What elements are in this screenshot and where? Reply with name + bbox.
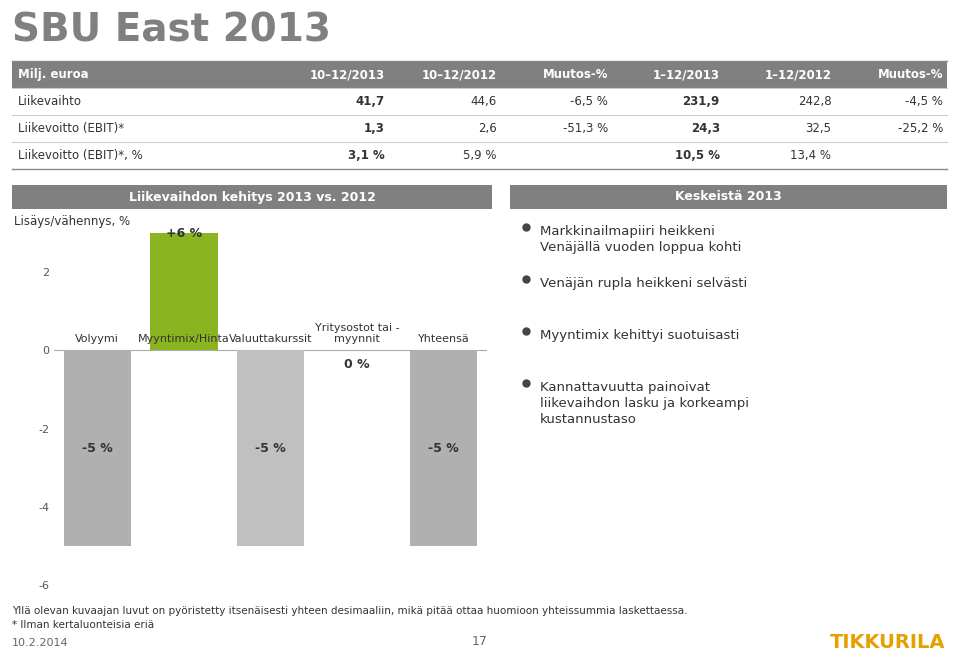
Bar	[151, 116, 218, 350]
Text: Myyntimix/Hinta: Myyntimix/Hinta	[138, 334, 230, 344]
Text: 10.2.2014: 10.2.2014	[12, 638, 69, 648]
Bar	[237, 350, 304, 546]
Text: 44,6: 44,6	[470, 95, 497, 108]
Text: Lisäys/vähennys, %: Lisäys/vähennys, %	[14, 215, 130, 228]
Text: TIKKURILA: TIKKURILA	[830, 633, 945, 652]
Text: 17: 17	[472, 635, 487, 648]
Bar	[63, 350, 131, 546]
Text: Yhteensä: Yhteensä	[418, 334, 470, 344]
Text: Muutos-%: Muutos-%	[543, 68, 608, 81]
Text: 0 %: 0 %	[344, 358, 370, 371]
Text: +6 %: +6 %	[166, 226, 202, 239]
Text: -4,5 %: -4,5 %	[905, 95, 943, 108]
Text: 10–12/2012: 10–12/2012	[421, 68, 497, 81]
Text: -6,5 %: -6,5 %	[571, 95, 608, 108]
Text: Muutos-%: Muutos-%	[877, 68, 943, 81]
Text: Markkinailmapiiri heikkeni
Venäjällä vuoden loppua kohti: Markkinailmapiiri heikkeni Venäjällä vuo…	[540, 225, 741, 254]
Text: 32,5: 32,5	[806, 122, 831, 135]
Text: -25,2 %: -25,2 %	[898, 122, 943, 135]
Text: 1–12/2012: 1–12/2012	[764, 68, 831, 81]
Text: Venäjän rupla heikkeni selvästi: Venäjän rupla heikkeni selvästi	[540, 277, 747, 290]
Bar	[510, 185, 947, 209]
Bar	[12, 115, 947, 142]
Text: -5 %: -5 %	[255, 442, 286, 455]
Text: 2,6: 2,6	[478, 122, 497, 135]
Text: Yllä olevan kuvaajan luvut on pyöristetty itsenäisesti yhteen desimaaliin, mikä : Yllä olevan kuvaajan luvut on pyöristett…	[12, 606, 688, 616]
Text: 1,3: 1,3	[364, 122, 385, 135]
Text: -5 %: -5 %	[82, 442, 112, 455]
Text: Myyntimix kehittyi suotuisasti: Myyntimix kehittyi suotuisasti	[540, 329, 739, 342]
Text: 24,3: 24,3	[690, 122, 720, 135]
Text: Valuuttakurssit: Valuuttakurssit	[229, 334, 313, 344]
Text: SBU East 2013: SBU East 2013	[12, 12, 331, 50]
Text: 5,9 %: 5,9 %	[463, 149, 497, 162]
Text: Volyymi: Volyymi	[76, 334, 119, 344]
Text: 1–12/2013: 1–12/2013	[653, 68, 720, 81]
Text: Liikevaihto: Liikevaihto	[18, 95, 82, 108]
Text: 41,7: 41,7	[356, 95, 385, 108]
Text: Kannattavuutta painoivat
liikevaihdon lasku ja korkeampi
kustannustaso: Kannattavuutta painoivat liikevaihdon la…	[540, 381, 749, 426]
Text: * Ilman kertaluonteisia eriä: * Ilman kertaluonteisia eriä	[12, 620, 154, 630]
Text: Keskeistä 2013: Keskeistä 2013	[675, 190, 782, 204]
Bar	[12, 142, 947, 169]
Bar	[409, 350, 478, 546]
Text: 3,1 %: 3,1 %	[348, 149, 385, 162]
Bar	[12, 185, 492, 209]
Text: 231,9: 231,9	[683, 95, 720, 108]
Text: Yritysostot tai -
myynnit: Yritysostot tai - myynnit	[315, 323, 399, 344]
Bar	[12, 61, 947, 88]
Text: 10,5 %: 10,5 %	[675, 149, 720, 162]
Text: 10–12/2013: 10–12/2013	[310, 68, 385, 81]
Text: Liikevoitto (EBIT)*: Liikevoitto (EBIT)*	[18, 122, 124, 135]
Bar	[12, 88, 947, 115]
Text: -51,3 %: -51,3 %	[563, 122, 608, 135]
Text: -5 %: -5 %	[429, 442, 459, 455]
Text: Liikevaihdon kehitys 2013 vs. 2012: Liikevaihdon kehitys 2013 vs. 2012	[129, 190, 375, 204]
Text: Milj. euroa: Milj. euroa	[18, 68, 88, 81]
Text: Liikevoitto (EBIT)*, %: Liikevoitto (EBIT)*, %	[18, 149, 143, 162]
Text: 13,4 %: 13,4 %	[790, 149, 831, 162]
Text: 242,8: 242,8	[798, 95, 831, 108]
